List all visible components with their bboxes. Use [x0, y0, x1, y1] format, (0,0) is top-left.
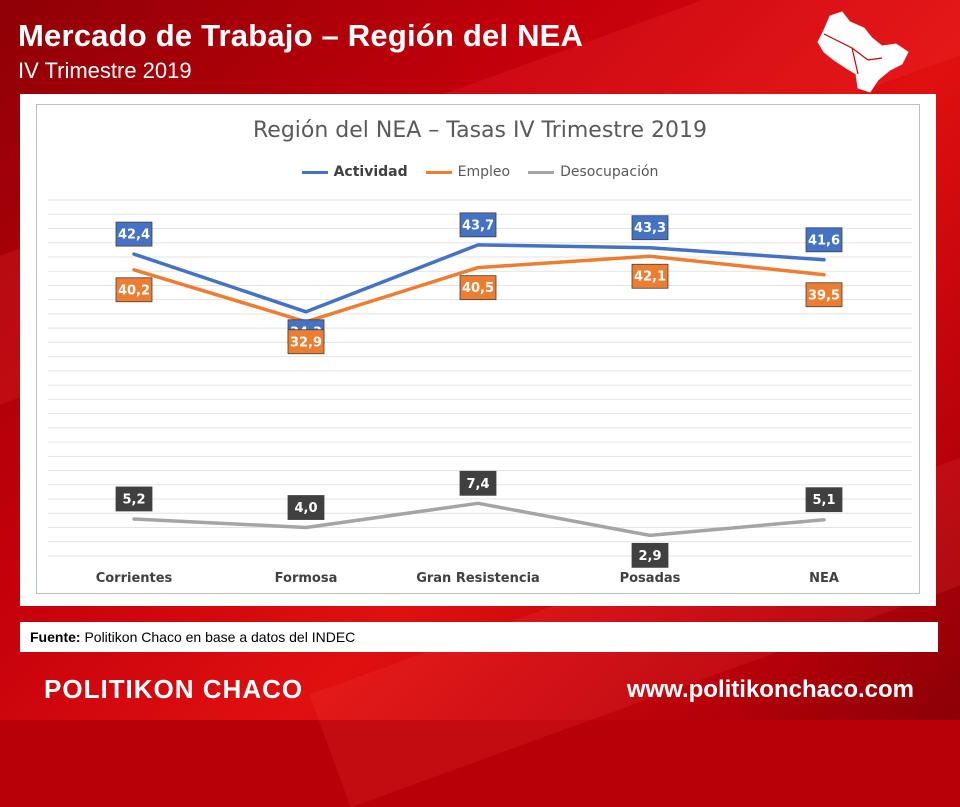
data-label-box [631, 542, 669, 568]
legend-swatch-actividad [301, 170, 328, 174]
series-line-2 [132, 501, 826, 538]
data-label: 2,9 [638, 549, 661, 564]
data-label-box [287, 495, 325, 520]
legend-label-actividad: Actividad [333, 164, 408, 180]
series-line-0 [132, 243, 826, 314]
data-label-box [805, 282, 843, 308]
chart-title: Región del NEA – Tasas IV Trimestre 2019 [252, 118, 707, 143]
data-label: 5,2 [122, 492, 145, 507]
legend-swatch-empleo [425, 170, 452, 174]
x-tick-label: Posadas [620, 571, 681, 586]
legend-item-empleo: Empleo [425, 164, 511, 180]
chart-legend: Actividad Empleo Desocupación [0, 164, 960, 180]
source-note: Fuente: Politikon Chaco en base a datos … [20, 622, 938, 652]
data-label-box [631, 215, 669, 241]
data-label: 39,5 [808, 288, 840, 303]
legend-swatch-desocupacion [528, 170, 555, 174]
data-label-box [459, 212, 497, 238]
data-label: 42,4 [118, 228, 150, 243]
legend-label-desocupacion: Desocupación [560, 164, 659, 180]
data-label-box [115, 277, 153, 303]
data-label-box [115, 486, 153, 512]
x-tick-label: Corrientes [96, 571, 173, 586]
data-label-box [805, 487, 843, 513]
series-line-1 [132, 254, 826, 324]
legend-label-empleo: Empleo [457, 164, 511, 180]
data-label-box [805, 227, 843, 253]
page-subtitle: IV Trimestre 2019 [18, 58, 192, 83]
data-label-box [459, 275, 497, 301]
data-label: 4,0 [294, 501, 317, 516]
data-label: 40,5 [462, 281, 494, 296]
data-label: 43,7 [462, 218, 494, 233]
nea-map-icon [817, 11, 909, 93]
source-text: Politikon Chaco en base a datos del INDE… [80, 629, 356, 645]
x-tick-label: NEA [809, 571, 839, 586]
data-label-box [459, 470, 497, 496]
footer-url[interactable]: www.politikonchaco.com [626, 676, 914, 703]
data-label-box [115, 221, 153, 247]
data-label: 32,9 [290, 335, 322, 350]
legend-item-actividad: Actividad [301, 164, 408, 180]
data-label: 7,4 [466, 477, 489, 492]
data-label: 5,1 [812, 493, 835, 508]
page-title: Mercado de Trabajo – Región del NEA [18, 18, 584, 53]
data-label: 42,1 [634, 270, 666, 285]
data-label-box [287, 329, 325, 355]
legend-item-desocupacion: Desocupación [528, 164, 658, 180]
data-label: 41,6 [808, 233, 840, 248]
data-label: 40,2 [118, 283, 150, 298]
data-label: 43,3 [634, 221, 666, 236]
footer-brand: POLITIKON CHACO [44, 674, 304, 704]
x-tick-label: Gran Resistencia [416, 571, 540, 586]
data-label-box [631, 263, 669, 289]
x-tick-label: Formosa [275, 571, 338, 586]
source-label: Fuente: [30, 629, 81, 645]
chart-frame [36, 104, 920, 594]
chart-plot: 42,434,343,743,341,640,232,940,542,139,5… [48, 199, 912, 586]
